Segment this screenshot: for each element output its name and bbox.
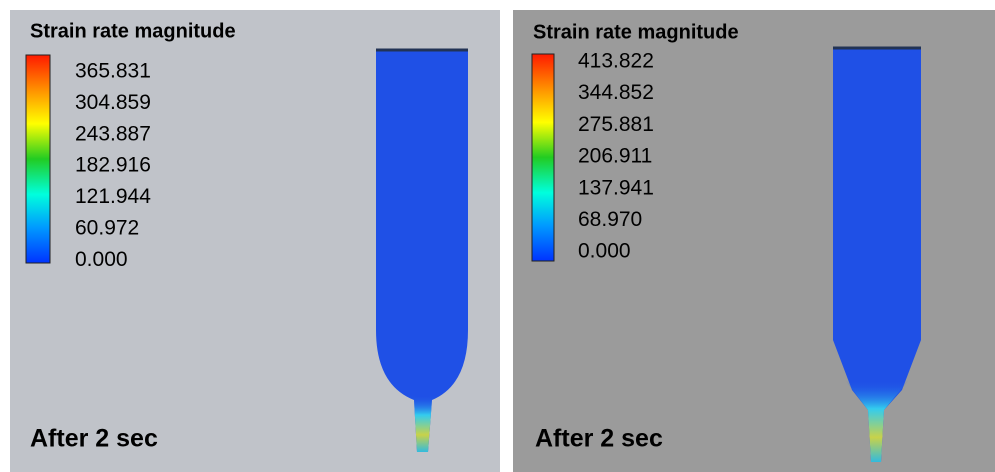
panel: Strain rate magnitude After 2 sec 413.82… <box>513 10 995 472</box>
legend-label: 413.822 <box>578 50 654 73</box>
page: Strain rate magnitude After 2 sec 365.83… <box>0 0 995 472</box>
legend-label: 68.970 <box>578 208 642 231</box>
caption: After 2 sec <box>30 425 158 453</box>
caption: After 2 sec <box>535 425 663 453</box>
legend-title: Strain rate magnitude <box>30 20 236 42</box>
legend-label: 275.881 <box>578 113 654 136</box>
legend-label: 304.859 <box>75 91 151 114</box>
panel: Strain rate magnitude After 2 sec 365.83… <box>10 10 500 472</box>
legend-label: 182.916 <box>75 154 151 177</box>
colorbar <box>26 55 50 263</box>
screenshot: Strain rate magnitude After 2 sec 365.83… <box>0 0 995 472</box>
legend-label: 365.831 <box>75 60 151 83</box>
legend-label: 137.941 <box>578 176 654 199</box>
legend-label: 344.852 <box>578 81 654 104</box>
legend-label: 60.972 <box>75 217 139 240</box>
legend-label: 121.944 <box>75 185 151 208</box>
legend-label: 0.000 <box>75 248 128 271</box>
legend-label: 0.000 <box>578 240 631 263</box>
legend-label: 206.911 <box>578 145 652 168</box>
colorbar <box>532 54 554 261</box>
legend-title: Strain rate magnitude <box>533 21 739 43</box>
legend-label: 243.887 <box>75 122 151 145</box>
